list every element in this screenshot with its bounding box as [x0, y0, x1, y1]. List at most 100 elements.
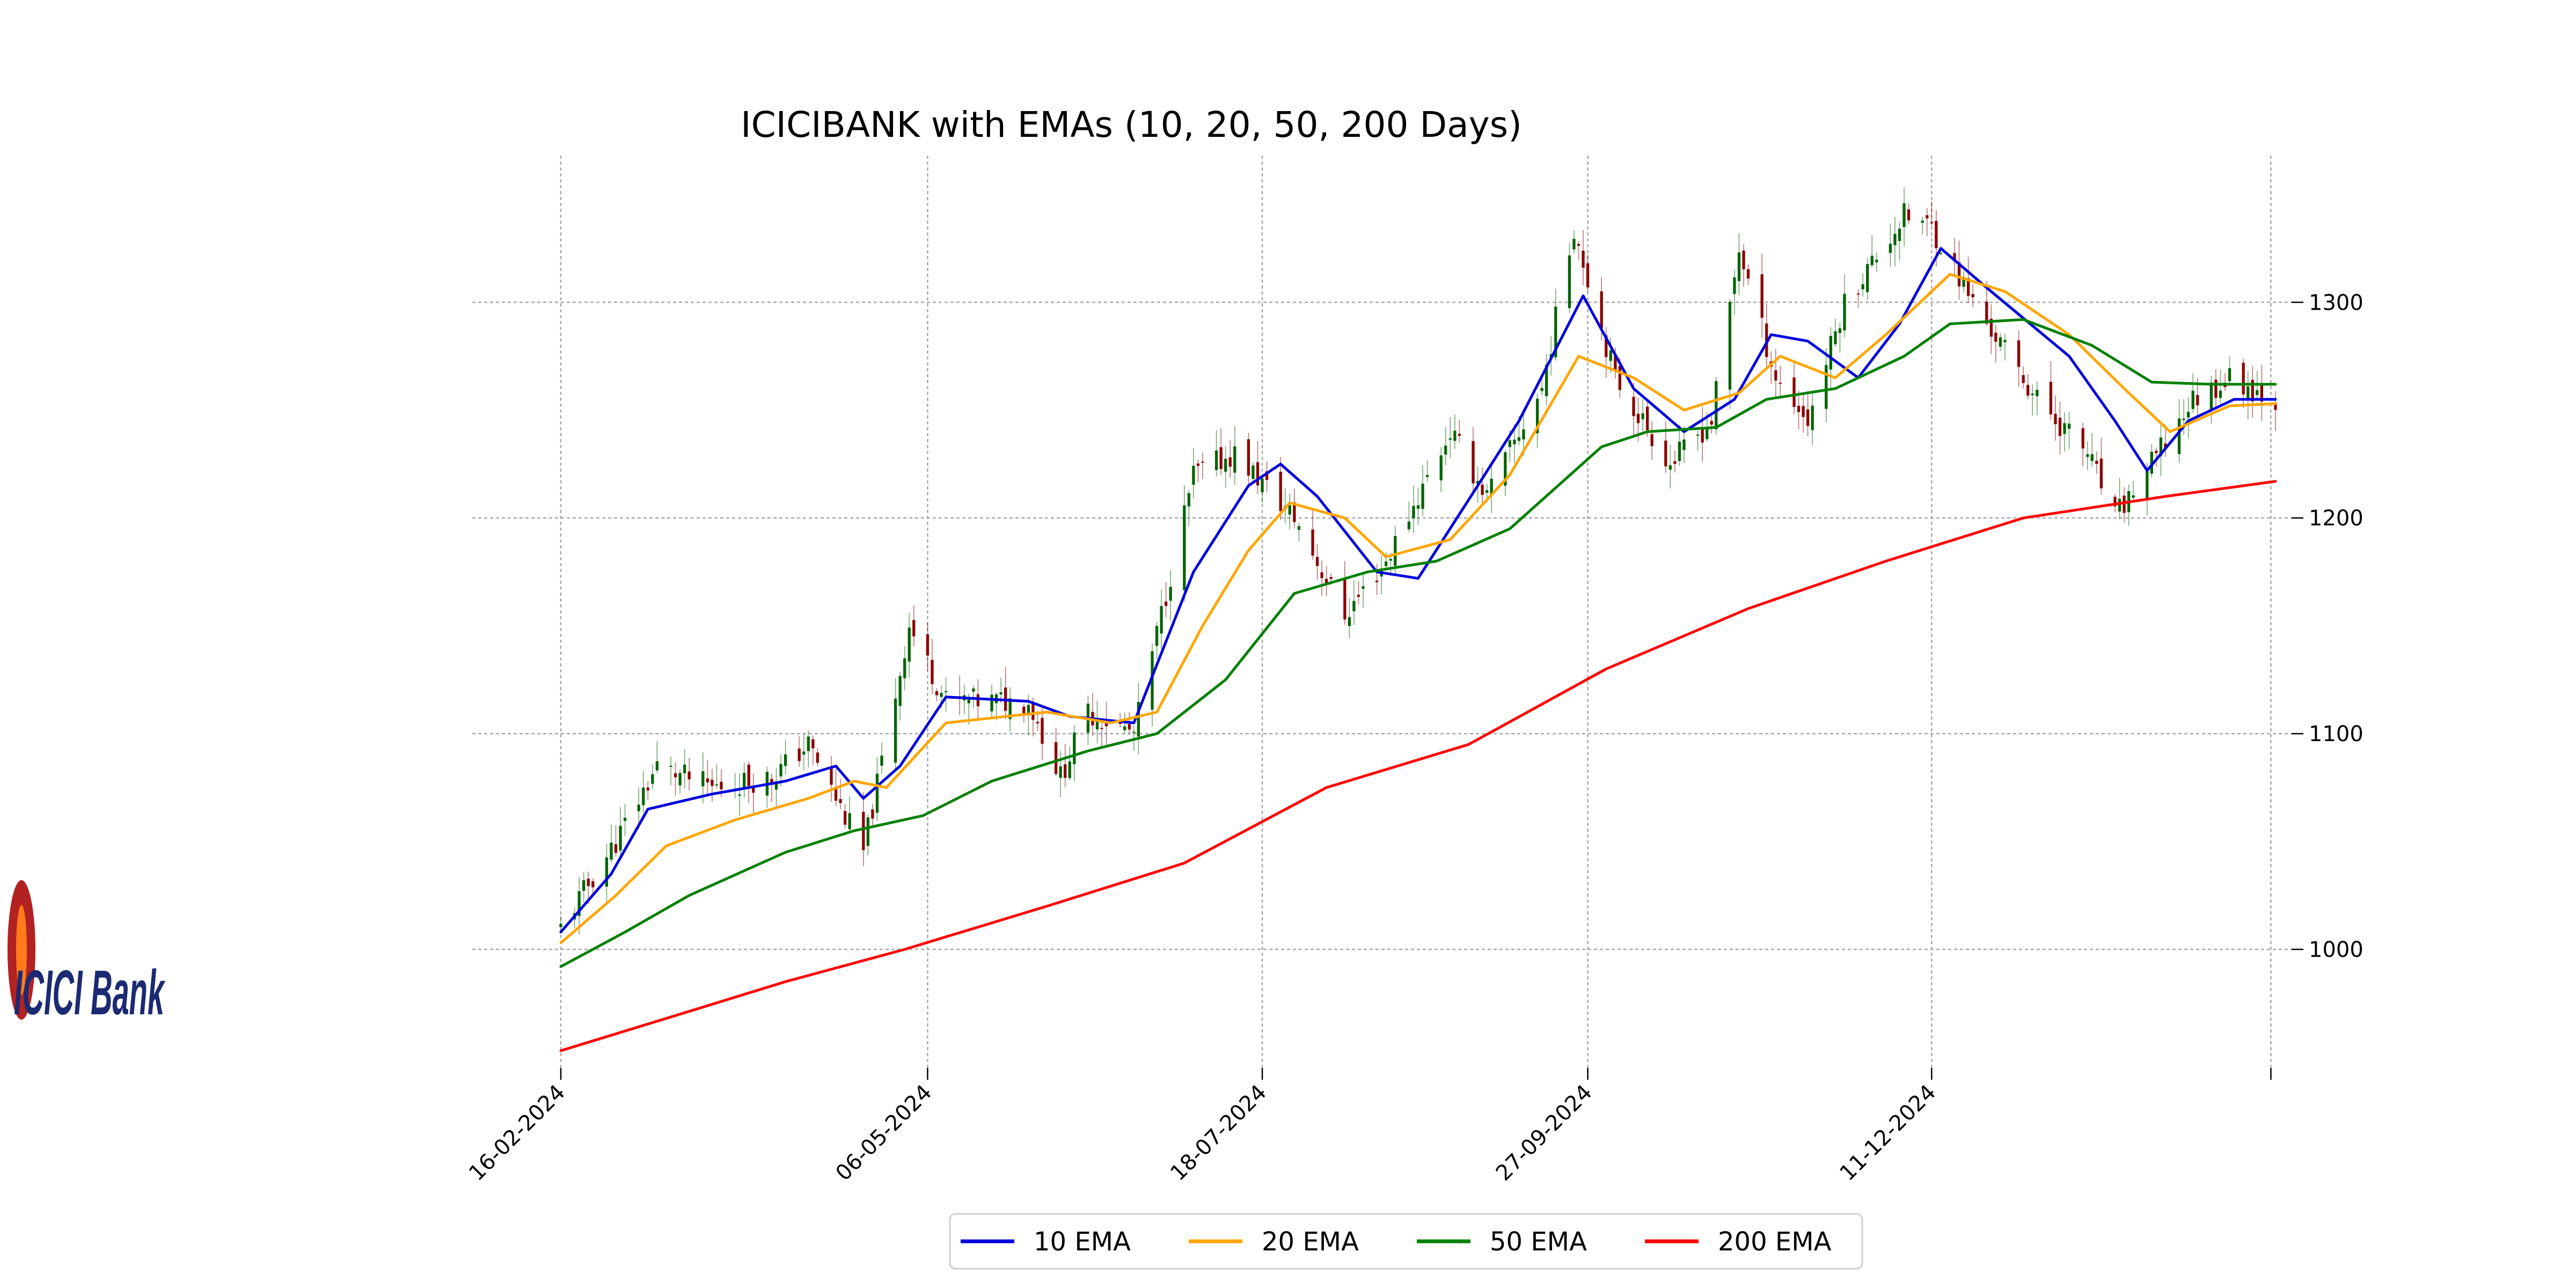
candle-body — [1155, 626, 1159, 646]
candlestick — [1008, 687, 1012, 733]
candlestick — [733, 773, 737, 799]
candle-body — [687, 771, 691, 780]
legend-box — [949, 1213, 1863, 1270]
candlestick — [848, 796, 851, 834]
candlestick — [610, 824, 613, 863]
candlestick — [1641, 399, 1644, 431]
candle-body — [2209, 382, 2213, 409]
candlestick — [669, 756, 672, 785]
candle-body — [999, 692, 1002, 694]
candle-body — [651, 774, 654, 784]
candle-body — [1898, 228, 1901, 241]
ema-line-200-ema — [559, 480, 2277, 1052]
candle-body — [1806, 409, 1810, 426]
candle-body — [2246, 386, 2250, 399]
candle-body — [940, 693, 943, 697]
candle-body — [1311, 529, 1314, 556]
candlestick — [1696, 430, 1700, 451]
candlestick — [2159, 423, 2163, 477]
candlestick — [1453, 414, 1457, 449]
logo-text: ICICI Bank — [14, 957, 166, 1028]
candlestick — [678, 769, 682, 794]
candle-body — [1618, 365, 1622, 390]
candle-body — [1582, 251, 1585, 268]
candlestick — [1650, 421, 1653, 460]
candlestick — [1137, 683, 1140, 755]
candlestick — [1513, 424, 1516, 464]
candle-body — [1293, 502, 1296, 522]
candle-body — [1192, 465, 1195, 485]
candlestick — [1989, 304, 1993, 354]
candlestick — [1357, 581, 1360, 605]
candlestick — [1214, 430, 1218, 477]
candle-body — [1320, 572, 1323, 579]
candlestick — [1568, 243, 1571, 313]
candlestick — [976, 679, 980, 721]
candle-body — [1128, 724, 1131, 730]
candlestick — [1490, 462, 1493, 514]
candle-body — [880, 756, 883, 766]
candlestick — [2223, 373, 2227, 392]
candle-body — [669, 765, 672, 767]
candlestick — [1343, 561, 1346, 625]
candlestick — [1582, 230, 1585, 286]
legend-item: 50 EMA — [1417, 1227, 1587, 1257]
candle-body — [1962, 277, 1965, 287]
candle-body — [1265, 471, 1269, 480]
candle-body — [1921, 221, 1924, 223]
candle-body — [1027, 705, 1030, 715]
candlestick — [1412, 485, 1415, 533]
legend-item: 200 EMA — [1645, 1227, 1832, 1257]
candlestick — [875, 757, 879, 821]
candlestick — [1297, 522, 1301, 542]
candlestick — [1233, 426, 1236, 485]
candlestick — [1064, 744, 1067, 787]
candlestick — [1926, 208, 1929, 237]
candlestick — [2209, 375, 2213, 424]
candlestick — [2228, 356, 2231, 386]
candle-body — [1696, 434, 1700, 436]
candle-body — [2150, 451, 2153, 474]
candlestick — [1201, 452, 1204, 479]
candle-body — [1632, 397, 1635, 416]
candlestick — [1160, 589, 1163, 649]
candle-body — [1247, 439, 1250, 476]
candle-body — [1008, 698, 1012, 719]
axis-layer: 1000 1100 1200 1300 16-02-2024 06-05-2024 18-0… — [464, 290, 2363, 1185]
candle-body — [1407, 521, 1411, 530]
candle-body — [1439, 455, 1443, 481]
candle-body — [1362, 586, 1365, 589]
candle-body — [2256, 390, 2259, 396]
candle-body — [1394, 536, 1397, 566]
candlestick — [1054, 727, 1058, 777]
candlestick — [2095, 451, 2098, 474]
candle-body — [2177, 418, 2181, 454]
x-tick-label: 11-12-2024 — [1835, 1080, 1941, 1186]
candle-body — [770, 779, 773, 782]
candle-body — [1357, 595, 1360, 597]
candlestick — [811, 735, 815, 765]
candle-body — [935, 691, 939, 696]
legend-label: 20 EMA — [1262, 1227, 1359, 1257]
candle-body — [1540, 387, 1543, 391]
candlestick — [830, 756, 833, 802]
candlestick — [807, 730, 810, 768]
candle-body — [1779, 383, 1782, 384]
ema-line-50-ema — [559, 318, 2277, 968]
candlestick — [1701, 407, 1704, 462]
candle-body — [1554, 306, 1557, 358]
candlestick — [2017, 330, 2021, 387]
candle-body — [2146, 471, 2149, 499]
candle-body — [706, 778, 709, 782]
candle-body — [2086, 454, 2089, 457]
candlestick — [1448, 417, 1452, 458]
candlestick — [1609, 337, 1612, 374]
candlestick — [2036, 381, 2039, 415]
candlestick — [1586, 254, 1590, 292]
candle-body — [1935, 221, 1938, 248]
candlestick — [1889, 223, 1892, 267]
candle-body — [1261, 478, 1264, 493]
candlestick — [655, 741, 659, 773]
candlestick — [1265, 461, 1269, 493]
candlestick — [797, 736, 801, 767]
